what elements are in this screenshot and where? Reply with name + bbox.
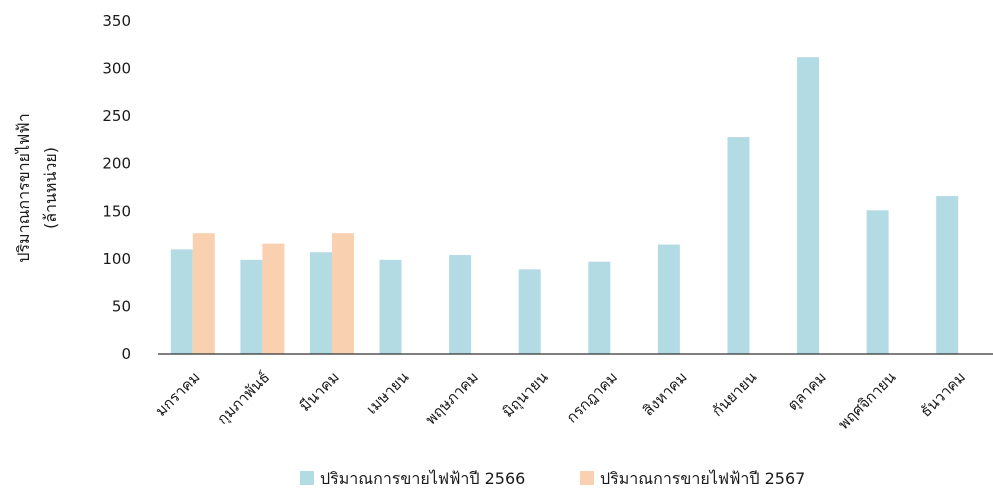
y-axis-title: ปริมาณการขายไฟฟ้า (ล้านหน่วย) bbox=[14, 113, 60, 262]
bar-series-1-5 bbox=[449, 255, 472, 354]
y-tick-label: 0 bbox=[121, 345, 131, 363]
y-axis-ticks: 0 50 100 150 200 250 300 350 bbox=[102, 12, 131, 363]
legend-swatch-2 bbox=[580, 471, 594, 485]
x-tick-label: มกราคม bbox=[152, 368, 204, 420]
x-tick-label: มีนาคม bbox=[296, 368, 343, 415]
bar-series-2-3 bbox=[331, 233, 354, 354]
legend-label-2: ปริมาณการขายไฟฟ้าปี 2567 bbox=[600, 469, 805, 488]
bar-series-2-2 bbox=[262, 243, 285, 354]
y-tick-label: 100 bbox=[102, 250, 131, 268]
bar-series-1-6 bbox=[518, 269, 541, 354]
y-tick-label: 350 bbox=[102, 12, 131, 30]
bar-series-1-11 bbox=[866, 210, 889, 354]
y-tick-label: 150 bbox=[102, 202, 131, 220]
x-tick-label: พฤศจิกายน bbox=[835, 368, 900, 433]
bar-series-1-9 bbox=[727, 137, 750, 354]
legend: ปริมาณการขายไฟฟ้าปี 2566 ปริมาณการขายไฟฟ้… bbox=[300, 469, 805, 488]
bar-series-1-10 bbox=[797, 57, 820, 354]
bar-series-1-1 bbox=[170, 249, 193, 354]
x-tick-label: ตุลาคม bbox=[784, 368, 831, 415]
y-tick-label: 300 bbox=[102, 60, 131, 78]
bar-series-1-4 bbox=[379, 259, 402, 354]
bar-series-1-2 bbox=[240, 259, 263, 354]
x-tick-label: มิถุนายน bbox=[499, 368, 553, 422]
bar-series-1-8 bbox=[657, 244, 680, 354]
legend-swatch-1 bbox=[300, 471, 314, 485]
bar-series-2-1 bbox=[192, 233, 215, 354]
x-tick-label: กันยายน bbox=[708, 368, 760, 420]
legend-label-1: ปริมาณการขายไฟฟ้าปี 2566 bbox=[320, 469, 525, 488]
x-tick-label: กรกฎาคม bbox=[563, 368, 621, 426]
bars bbox=[170, 57, 959, 354]
x-tick-label: กุมภาพันธ์ bbox=[213, 368, 274, 429]
x-tick-label: เมษายน bbox=[363, 368, 413, 418]
y-axis-title-line-1: ปริมาณการขายไฟฟ้า bbox=[14, 113, 33, 262]
bar-series-1-12 bbox=[936, 196, 959, 354]
x-tick-label: ธันวาคม bbox=[917, 368, 969, 420]
x-axis-labels: มกราคม กุมภาพันธ์ มีนาคม เมษายน พฤษภาคม มิถุน… bbox=[152, 368, 969, 433]
x-tick-label: สิงหาคม bbox=[639, 368, 690, 419]
x-tick-label: พฤษภาคม bbox=[422, 368, 482, 428]
bar-series-1-3 bbox=[309, 252, 332, 354]
y-axis-title-line-2: (ล้านหน่วย) bbox=[41, 147, 60, 229]
bar-series-1-7 bbox=[588, 261, 611, 354]
y-tick-label: 50 bbox=[112, 297, 131, 315]
y-tick-label: 250 bbox=[102, 107, 131, 125]
y-tick-label: 200 bbox=[102, 155, 131, 173]
